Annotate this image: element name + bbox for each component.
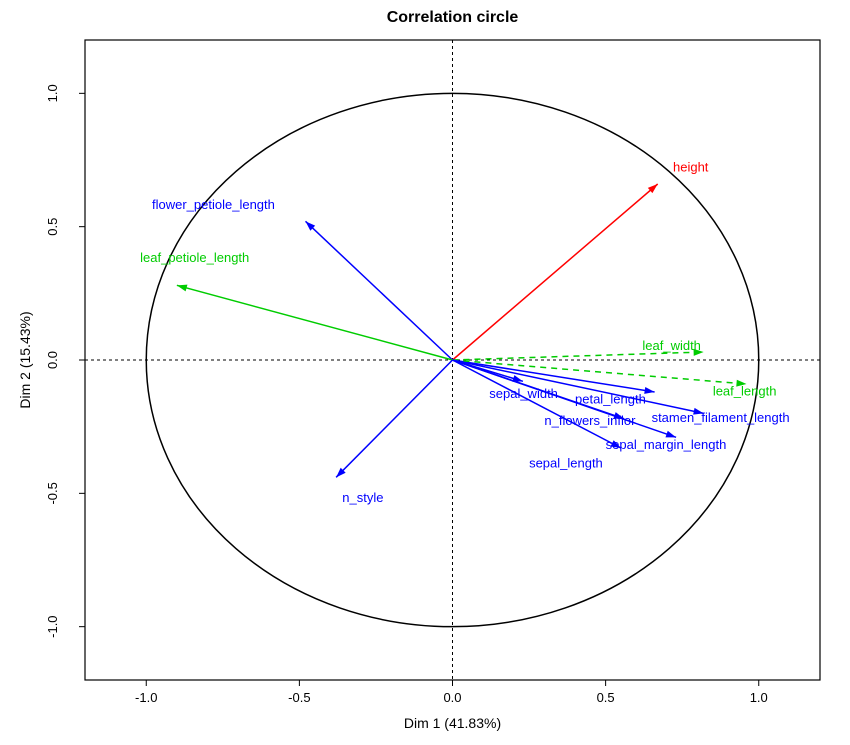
x-tick-label: 0.0 — [443, 690, 461, 705]
variable-label: sepal_margin_length — [606, 437, 727, 452]
variable-label: leaf_width — [642, 338, 701, 353]
y-tick-label: -0.5 — [45, 482, 60, 504]
chart-title: Correlation circle — [387, 9, 519, 26]
x-tick-label: -0.5 — [288, 690, 310, 705]
x-tick-label: 1.0 — [750, 690, 768, 705]
variable-label: leaf_length — [713, 383, 777, 398]
y-axis-label: Dim 2 (15.43%) — [17, 311, 33, 408]
variable-arrow — [336, 360, 452, 477]
y-tick-label: 1.0 — [45, 84, 60, 102]
variable-arrow — [177, 285, 453, 360]
variable-label: sepal_length — [529, 455, 603, 470]
variable-arrow — [453, 184, 658, 360]
x-tick-label: -1.0 — [135, 690, 157, 705]
y-tick-label: 0.5 — [45, 218, 60, 236]
x-axis-label: Dim 1 (41.83%) — [404, 715, 501, 731]
y-tick-label: -1.0 — [45, 615, 60, 637]
variable-arrow — [306, 221, 453, 360]
x-tick-label: 0.5 — [597, 690, 615, 705]
variable-arrow — [453, 352, 704, 360]
variable-label: height — [673, 159, 709, 174]
variable-arrow — [453, 360, 747, 384]
correlation-circle-chart: Correlation circle -1.0 -0.5 0.0 0.5 1.0 -1.0 -… — [0, 0, 850, 745]
variable-label: leaf_petiole_length — [140, 250, 249, 265]
variable-label: stamen_filament_length — [652, 410, 790, 425]
variable-label: flower_petiole_length — [152, 197, 275, 212]
y-tick-label: 0.0 — [45, 351, 60, 369]
arrowhead-icon — [177, 285, 188, 292]
variable-label: n_style — [342, 490, 383, 505]
